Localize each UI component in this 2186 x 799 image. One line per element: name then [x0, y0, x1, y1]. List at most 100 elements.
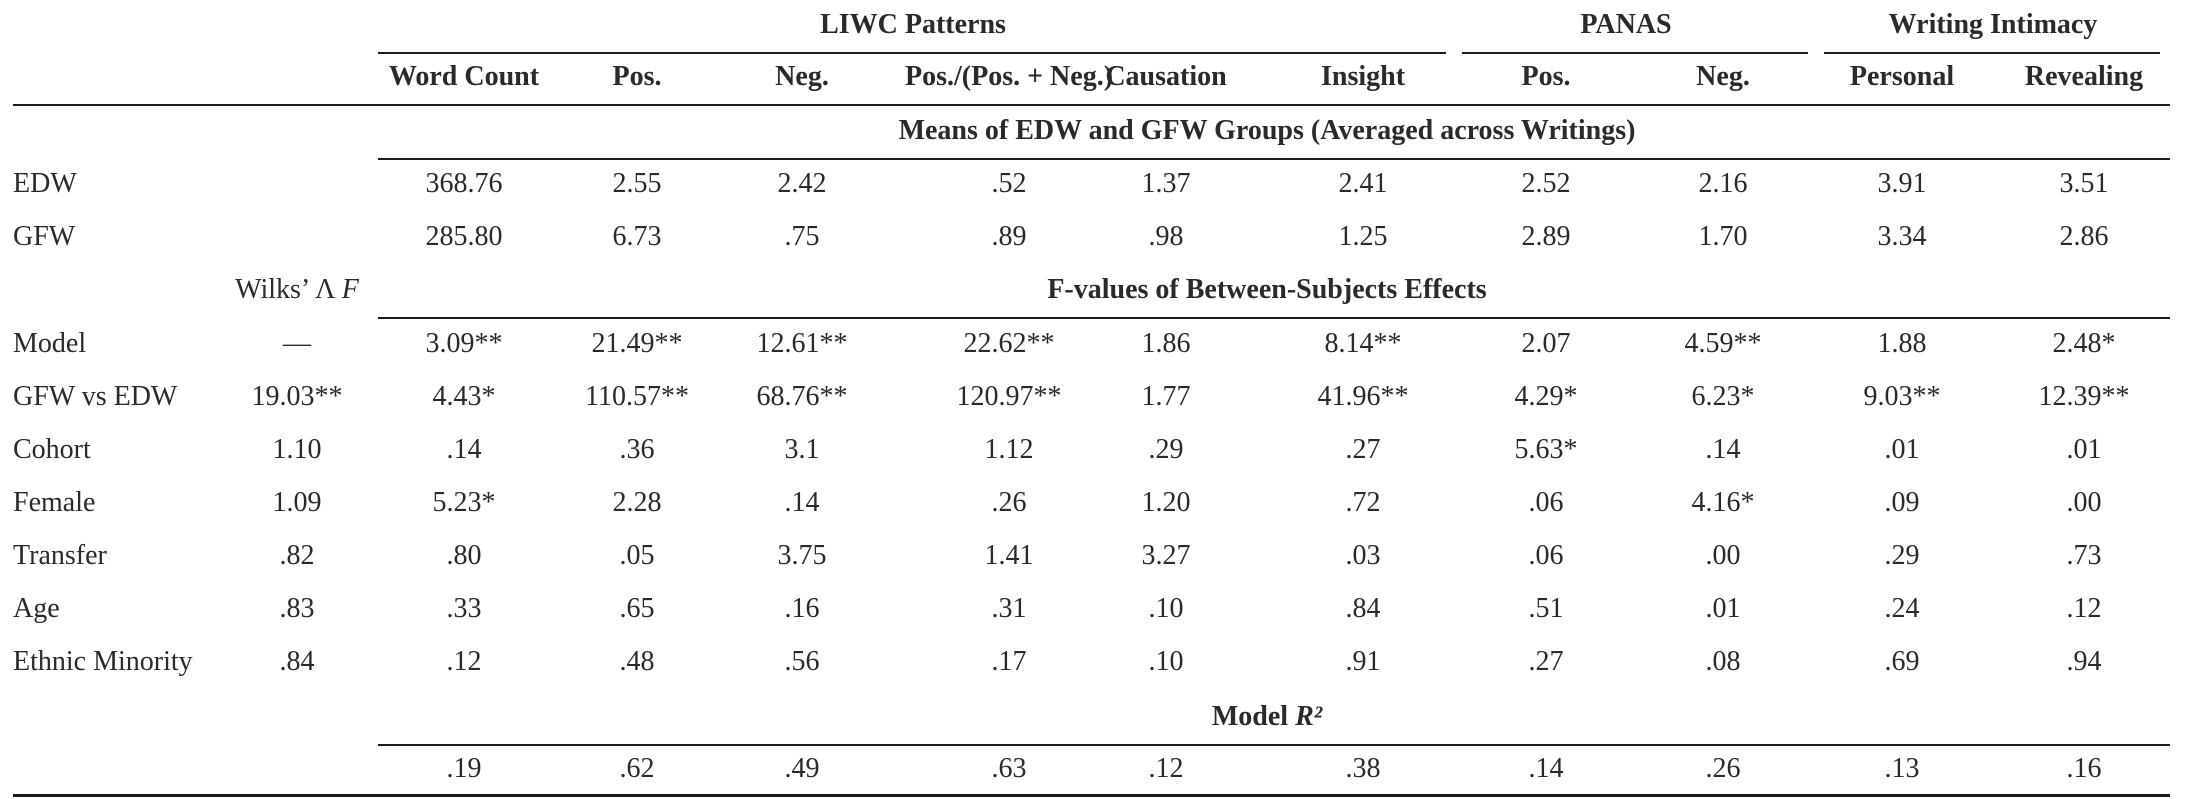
table-cell: 1.88	[1877, 328, 1927, 359]
table-cell: 3.75	[777, 540, 827, 571]
table-cell: .38	[1345, 753, 1381, 784]
table-cell: 68.76**	[756, 381, 848, 412]
table-cell: 1.12	[984, 434, 1034, 465]
header-bottom-rule	[13, 104, 2170, 106]
table-cell: .26	[991, 487, 1027, 518]
table-cell: 3.09**	[425, 328, 503, 359]
table-cell: 6.23*	[1691, 381, 1755, 412]
table-cell: .10	[1148, 593, 1184, 624]
table-cell: .06	[1528, 487, 1564, 518]
table-cell: .84	[1345, 593, 1381, 624]
table-cell: .16	[2066, 753, 2102, 784]
section-title-means: Means of EDW and GFW Groups (Averaged ac…	[898, 115, 1636, 146]
table-cell: 1.37	[1141, 168, 1191, 199]
table-cell: 2.52	[1521, 168, 1571, 199]
table-cell: .12	[2066, 593, 2102, 624]
table-cell: 3.51	[2059, 168, 2109, 199]
table-cell: 3.91	[1877, 168, 1927, 199]
column-header: Pos./(Pos. + Neg.)	[904, 61, 1114, 92]
table-cell: .52	[991, 168, 1027, 199]
r2-title-rule	[378, 744, 2170, 746]
table-cell: .75	[784, 221, 820, 252]
section-title-r2: Model R²	[1212, 700, 1322, 734]
group-header: LIWC Patterns	[820, 9, 1006, 40]
table-cell: .12	[446, 646, 482, 677]
table-cell: 22.62**	[963, 328, 1055, 359]
table-cell: .62	[619, 753, 655, 784]
table-cell: .69	[1884, 646, 1920, 677]
table-cell: .01	[1705, 593, 1741, 624]
table-cell: 41.96**	[1317, 381, 1409, 412]
row-label: Model	[13, 328, 87, 359]
group-rule-intimacy	[1824, 52, 2160, 54]
table-cell: 285.80	[425, 221, 503, 252]
table-cell: 110.57**	[585, 381, 689, 412]
row-label: Female	[13, 487, 96, 518]
table-cell: .56	[784, 646, 820, 677]
table-cell: .13	[1884, 753, 1920, 784]
column-header: Neg.	[1696, 61, 1750, 92]
table-cell: 12.39**	[2038, 381, 2130, 412]
row-label: GFW	[13, 221, 76, 252]
table-cell: .80	[446, 540, 482, 571]
table-cell: 1.20	[1141, 487, 1191, 518]
wilks-cell: .84	[279, 646, 315, 677]
table-cell: .14	[1705, 434, 1741, 465]
table-cell: .01	[1884, 434, 1920, 465]
table-cell: .24	[1884, 593, 1920, 624]
row-label: Age	[13, 593, 60, 624]
table-cell: .98	[1148, 221, 1184, 252]
group-header: Writing Intimacy	[1888, 9, 2098, 40]
table-cell: .72	[1345, 487, 1381, 518]
table-cell: 2.28	[612, 487, 662, 518]
table-bottom-rule	[13, 794, 2170, 797]
table-cell: 4.16*	[1691, 487, 1755, 518]
table-cell: 2.55	[612, 168, 662, 199]
table-cell: .51	[1528, 593, 1564, 624]
table-cell: .63	[991, 753, 1027, 784]
row-label: Cohort	[13, 434, 91, 465]
table-cell: .65	[619, 593, 655, 624]
table-cell: 4.59**	[1684, 328, 1762, 359]
table-cell: .27	[1528, 646, 1564, 677]
column-header: Neg.	[775, 61, 829, 92]
column-header: Insight	[1320, 61, 1406, 92]
table-cell: 9.03**	[1863, 381, 1941, 412]
row-label: GFW vs EDW	[13, 381, 178, 412]
column-header: Pos.	[1521, 61, 1571, 92]
table-cell: .10	[1148, 646, 1184, 677]
table-cell: 2.48*	[2052, 328, 2116, 359]
table-cell: 1.86	[1141, 328, 1191, 359]
table-cell: .06	[1528, 540, 1564, 571]
table-cell: .48	[619, 646, 655, 677]
table-cell: .16	[784, 593, 820, 624]
table-cell: 3.1	[784, 434, 820, 465]
table-cell: 4.29*	[1514, 381, 1578, 412]
table-cell: .14	[1528, 753, 1564, 784]
table-cell: .12	[1148, 753, 1184, 784]
table-cell: .29	[1148, 434, 1184, 465]
wilks-cell: 1.09	[272, 487, 322, 518]
table-cell: .31	[991, 593, 1027, 624]
table-cell: .08	[1705, 646, 1741, 677]
table-cell: 6.73	[612, 221, 662, 252]
row-label: Transfer	[13, 540, 107, 571]
table-cell: 1.77	[1141, 381, 1191, 412]
column-header: Pos.	[612, 61, 662, 92]
table-cell: .14	[446, 434, 482, 465]
table-cell: 368.76	[425, 168, 503, 199]
column-header: Causation	[1105, 61, 1227, 92]
table-cell: 3.27	[1141, 540, 1191, 571]
table-cell: 5.23*	[432, 487, 496, 518]
means-title-rule	[378, 158, 2170, 160]
table-cell: 2.89	[1521, 221, 1571, 252]
table-cell: 5.63*	[1514, 434, 1578, 465]
table-cell: 4.43*	[432, 381, 496, 412]
wilks-cell: .83	[279, 593, 315, 624]
group-header: PANAS	[1580, 9, 1672, 40]
wilks-cell: —	[283, 328, 311, 359]
table-cell: 120.97**	[956, 381, 1062, 412]
column-header: Revealing	[2024, 61, 2144, 92]
table-cell: .94	[2066, 646, 2102, 677]
